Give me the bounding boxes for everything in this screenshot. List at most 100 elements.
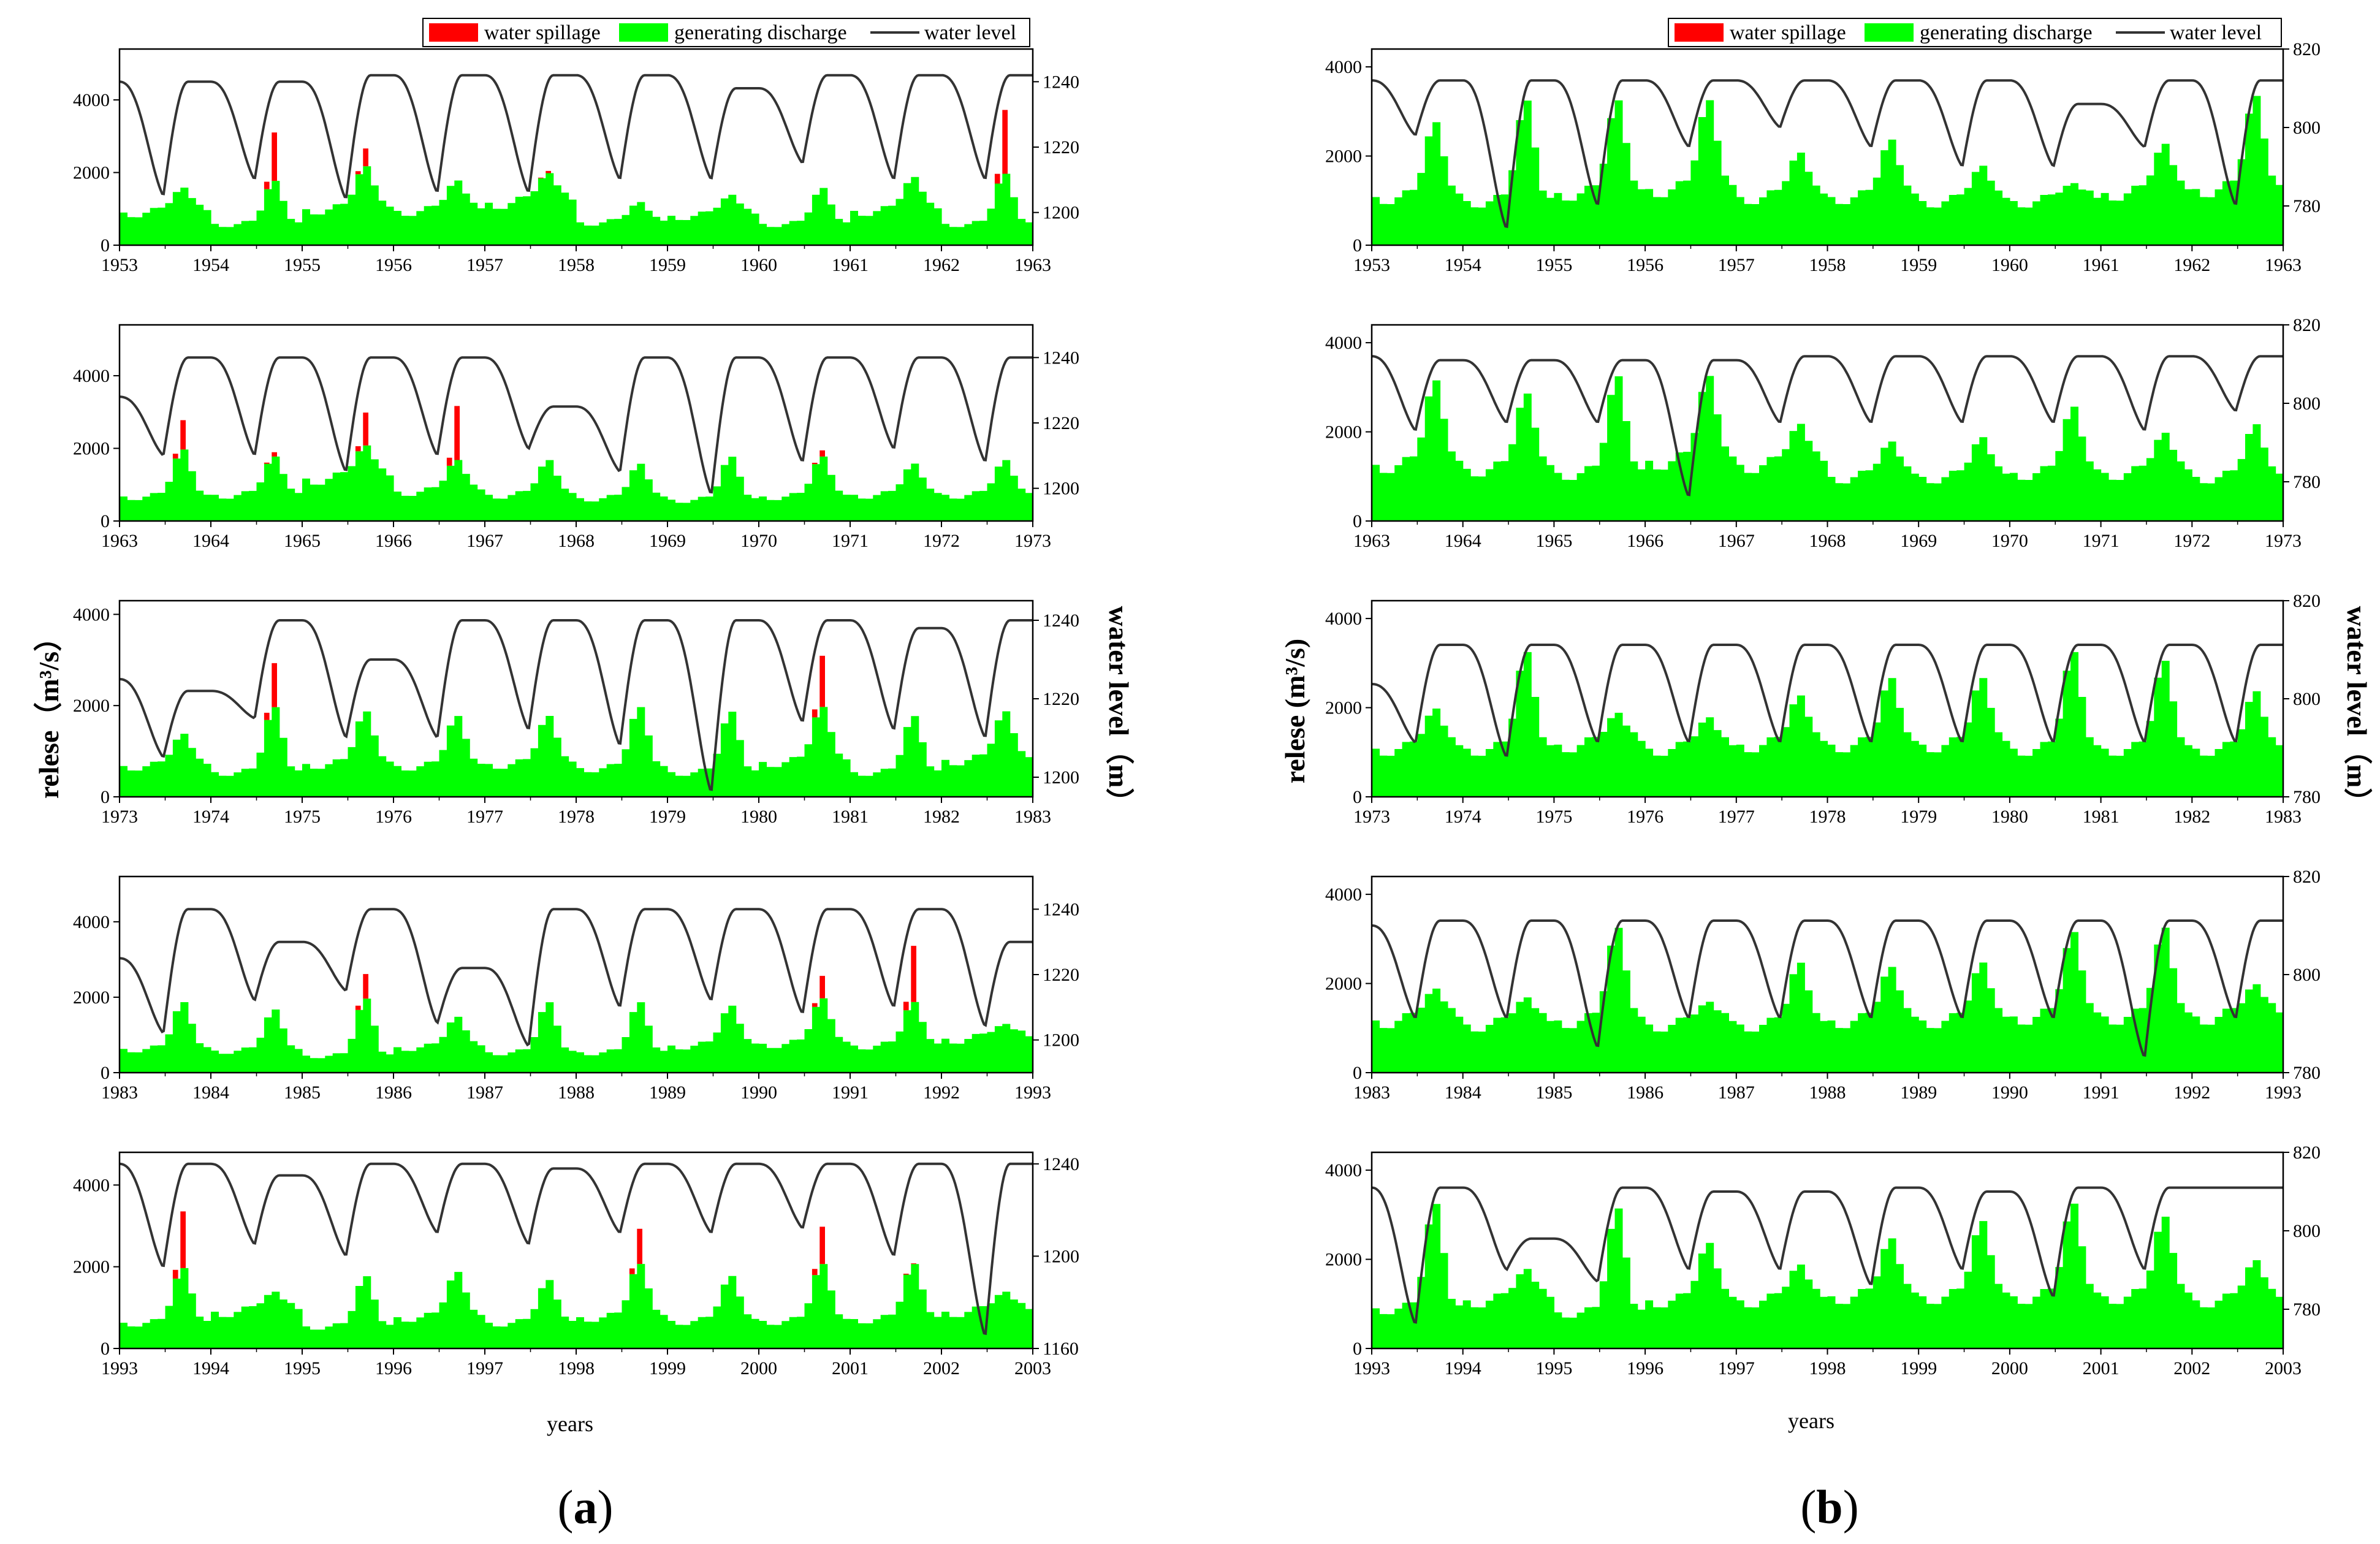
a-row4-ytick-left-label: 2000 xyxy=(73,987,110,1008)
b-xlabel: years xyxy=(1788,1409,1834,1433)
b-row3-xtick-label: 1977 xyxy=(1718,807,1755,827)
b-row5-xtick-label: 2000 xyxy=(1991,1358,2028,1379)
a-row2-xtick-label: 1970 xyxy=(740,531,777,551)
a-row1-xtick-label: 1960 xyxy=(740,255,777,275)
a-row3-xtick-label: 1980 xyxy=(740,807,777,827)
a-row1-chart: 1953 1954 1955 1956 1957 1958 1959 1960 1961 1962… xyxy=(73,48,1079,275)
b-row3-level-line xyxy=(1371,644,2283,757)
b-row5-xtick-label: 1998 xyxy=(1809,1358,1846,1379)
a-row3-xtick-label: 1979 xyxy=(649,807,686,827)
b-row5-xtick-label: 1999 xyxy=(1900,1358,1937,1379)
a-row3-gen-bars xyxy=(120,707,1033,797)
a-row5-ytick-right-label: 1160 xyxy=(1043,1339,1079,1359)
a-ylabel-right: water level（m） xyxy=(1103,606,1135,816)
a-row2-gen-bars xyxy=(120,445,1033,521)
legend-a-spill-swatch xyxy=(429,23,478,42)
a-row2-xtick-label: 1964 xyxy=(192,531,229,551)
a-row3-xtick-label: 1974 xyxy=(192,807,229,827)
a-row1-gen-bars xyxy=(120,166,1033,245)
legend-b: water spillage generating discharge wate… xyxy=(1668,18,2282,47)
a-row1-xtick-label: 1957 xyxy=(466,255,503,275)
a-row4-xtick-label: 1993 xyxy=(1014,1082,1051,1103)
b-row3-xtick-label: 1979 xyxy=(1900,807,1937,827)
a-row5-xtick-label: 1999 xyxy=(649,1358,686,1379)
legend-b-spill-swatch xyxy=(1675,23,1724,42)
a-row4-gen-bars xyxy=(120,998,1033,1073)
caption-a-close: ) xyxy=(598,1480,614,1534)
a-row4-ytick-right-label: 1240 xyxy=(1043,899,1079,919)
b-row3-ytick-right-label: 780 xyxy=(2293,787,2321,807)
legend-a-frame xyxy=(422,18,1030,47)
b-row1-xtick-label: 1963 xyxy=(2265,255,2302,275)
caption-a-letter: a xyxy=(574,1480,598,1534)
b-row1-xtick-label: 1960 xyxy=(1991,255,2028,275)
b-row5-chart: 1993 1994 1995 1996 1997 1998 1999 2000 2001 2002… xyxy=(1325,1143,2321,1379)
a-row4-xtick-label: 1991 xyxy=(832,1082,869,1103)
a-row5-ytick-right-label: 1200 xyxy=(1043,1246,1079,1266)
b-row2-ytick-right-label: 780 xyxy=(2293,472,2321,492)
b-row4-xtick-label: 1991 xyxy=(2083,1082,2120,1103)
b-row3-xtick-label: 1976 xyxy=(1627,807,1663,827)
a-row5-gen-bars xyxy=(120,1264,1033,1348)
a-row5-xtick-label: 1996 xyxy=(375,1358,412,1379)
b-row2-gen-bars xyxy=(1372,376,2284,521)
a-row5-level-line xyxy=(119,1162,1033,1336)
b-row1-gen-bars xyxy=(1372,96,2284,245)
b-row1-ytick-right-label: 780 xyxy=(2293,196,2321,216)
b-row1-xtick-label: 1954 xyxy=(1445,255,1481,275)
a-row3-chart: 1973 1974 1975 1976 1977 1978 1979 1980 1981 1982… xyxy=(73,599,1079,827)
a-row4-xtick-label: 1992 xyxy=(923,1082,960,1103)
b-row1-xtick-label: 1953 xyxy=(1353,255,1390,275)
legend-b-frame xyxy=(1668,18,2282,47)
legend-a: water spillage generating discharge wate… xyxy=(422,18,1030,47)
b-row3-ytick-right-label: 800 xyxy=(2293,689,2321,709)
a-row3-xtick-label: 1973 xyxy=(101,807,138,827)
caption-b-close: ) xyxy=(1843,1480,1859,1534)
b-row3-ytick-left-label: 4000 xyxy=(1325,609,1362,629)
a-row4-xtick-label: 1990 xyxy=(740,1082,777,1103)
a-row4-ytick-left-label: 0 xyxy=(101,1063,110,1083)
b-row4-xtick-label: 1983 xyxy=(1353,1082,1390,1103)
a-row5-xtick-label: 1998 xyxy=(558,1358,595,1379)
b-row1-ytick-left-label: 2000 xyxy=(1325,146,1362,167)
legend-b-gen-swatch xyxy=(1865,23,1914,42)
b-row2-xtick-label: 1967 xyxy=(1718,531,1755,551)
a-row2-ytick-left-label: 4000 xyxy=(73,366,110,386)
a-row4-ytick-right-label: 1200 xyxy=(1043,1030,1079,1051)
a-row3-xtick-label: 1983 xyxy=(1014,807,1051,827)
caption-b-letter: b xyxy=(1816,1480,1842,1534)
a-xlabel: years xyxy=(547,1412,593,1436)
b-row4-ytick-left-label: 2000 xyxy=(1325,974,1362,994)
a-row2-xtick-label: 1966 xyxy=(375,531,412,551)
a-row1-ytick-right-label: 1200 xyxy=(1043,203,1079,223)
a-row1-xtick-label: 1963 xyxy=(1014,255,1051,275)
b-row3-xtick-label: 1981 xyxy=(2083,807,2120,827)
a-row1-ytick-right-label: 1220 xyxy=(1043,137,1079,158)
a-row4-spill-bars xyxy=(355,946,916,1011)
b-row3-xtick-label: 1983 xyxy=(2265,807,2302,827)
b-row5-gen-bars xyxy=(1372,1203,2284,1348)
b-row4-level-line xyxy=(1371,919,2283,1057)
a-row2-level-line xyxy=(119,356,1033,494)
b-row4-chart: 1983 1984 1985 1986 1987 1988 1989 1990 1991 1992… xyxy=(1325,867,2321,1103)
b-row4-xtick-label: 1989 xyxy=(1900,1082,1937,1103)
a-row2-xtick-label: 1969 xyxy=(649,531,686,551)
a-row3-ytick-right-label: 1220 xyxy=(1043,689,1079,709)
b-row4-xtick-label: 1990 xyxy=(1991,1082,2028,1103)
b-row3-ytick-right-label: 820 xyxy=(2293,591,2321,611)
a-row2-xtick-label: 1965 xyxy=(284,531,321,551)
b-row5-ytick-right-label: 780 xyxy=(2293,1299,2321,1320)
a-row2-ytick-left-label: 0 xyxy=(101,511,110,531)
a-row4-xtick-label: 1983 xyxy=(101,1082,138,1103)
b-row2-xtick-label: 1972 xyxy=(2173,531,2210,551)
legend-b-level-label: water level xyxy=(2170,21,2262,44)
b-row2-xtick-label: 1964 xyxy=(1445,531,1481,551)
a-row4-level-line xyxy=(119,908,1033,1047)
b-row4-xtick-label: 1992 xyxy=(2173,1082,2210,1103)
b-row2-xtick-label: 1965 xyxy=(1535,531,1572,551)
a-row1-ytick-left-label: 0 xyxy=(101,235,110,256)
b-row5-xtick-label: 1995 xyxy=(1535,1358,1572,1379)
b-row4-xtick-label: 1984 xyxy=(1445,1082,1481,1103)
b-row2-xtick-label: 1968 xyxy=(1809,531,1846,551)
